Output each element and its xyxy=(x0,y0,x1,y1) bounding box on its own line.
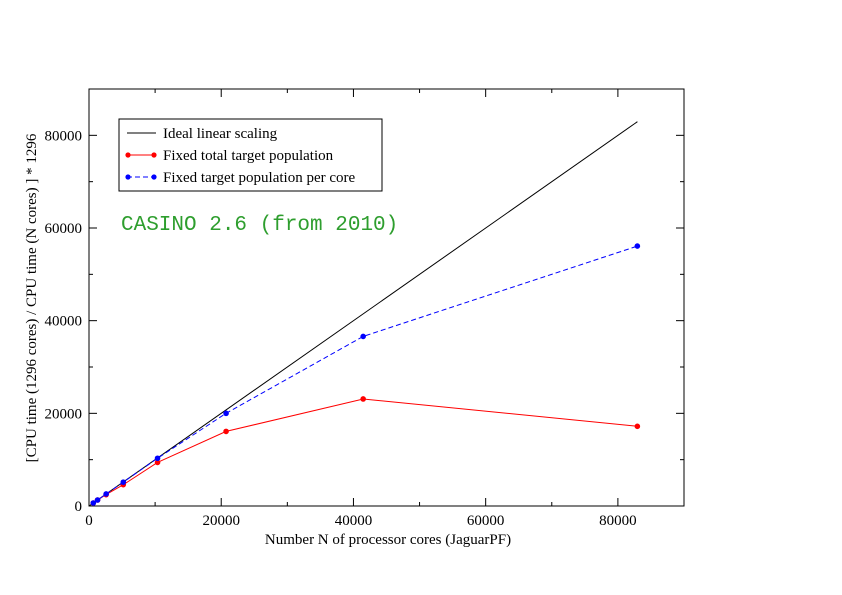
y-tick-label: 0 xyxy=(75,499,83,515)
data-point xyxy=(634,423,641,430)
legend-marker-per-core-left xyxy=(125,174,131,180)
legend-marker-fixed-total-right xyxy=(151,152,157,158)
legend-label-ideal: Ideal linear scaling xyxy=(163,126,278,142)
series-layer xyxy=(88,121,641,507)
series-fixed-target-population-per-core xyxy=(90,243,641,506)
data-point xyxy=(634,243,641,249)
legend-marker-per-core-right xyxy=(151,174,157,180)
x-tick-label: 40000 xyxy=(335,513,373,529)
data-point xyxy=(103,491,109,497)
casino-annotation: CASINO 2.6 (from 2010) xyxy=(121,214,398,237)
data-point xyxy=(90,500,97,506)
series-fixed-total-target-population xyxy=(90,396,641,506)
y-axis-title: [CPU time (1296 cores) / CPU time (N cor… xyxy=(24,133,40,462)
series-line xyxy=(93,245,638,504)
y-tick-label: 60000 xyxy=(45,221,83,237)
data-point xyxy=(360,333,366,340)
x-tick-label: 0 xyxy=(85,513,93,529)
data-point xyxy=(223,428,229,435)
series-ideal-linear-scaling xyxy=(88,121,638,507)
data-point xyxy=(360,396,366,402)
data-point xyxy=(120,479,127,485)
plot-frame xyxy=(88,88,685,507)
series-line xyxy=(88,121,638,507)
x-tick-label: 20000 xyxy=(202,513,240,529)
tick-labels: 0 20000 40000 60000 80000 0 20000 40000 60000 800… xyxy=(45,128,637,529)
data-point xyxy=(154,459,161,466)
legend: Ideal linear scaling Fixed total target … xyxy=(118,118,383,192)
series-line xyxy=(93,398,638,504)
legend-label-per-core: Fixed target population per core xyxy=(163,170,356,186)
x-tick-label: 80000 xyxy=(599,513,637,529)
x-axis-title: Number N of processor cores (JaguarPF) xyxy=(265,532,511,548)
y-tick-label: 20000 xyxy=(45,406,83,422)
legend-marker-fixed-total-left xyxy=(125,152,131,158)
axis-ticks xyxy=(88,89,684,507)
x-tick-label: 60000 xyxy=(467,513,505,529)
y-tick-label: 80000 xyxy=(45,128,83,144)
data-point xyxy=(94,497,101,503)
data-point xyxy=(154,455,161,462)
legend-label-fixed-total: Fixed total target population xyxy=(163,148,334,164)
data-point xyxy=(223,410,229,417)
legend-box xyxy=(118,118,383,192)
y-tick-label: 40000 xyxy=(45,314,83,330)
